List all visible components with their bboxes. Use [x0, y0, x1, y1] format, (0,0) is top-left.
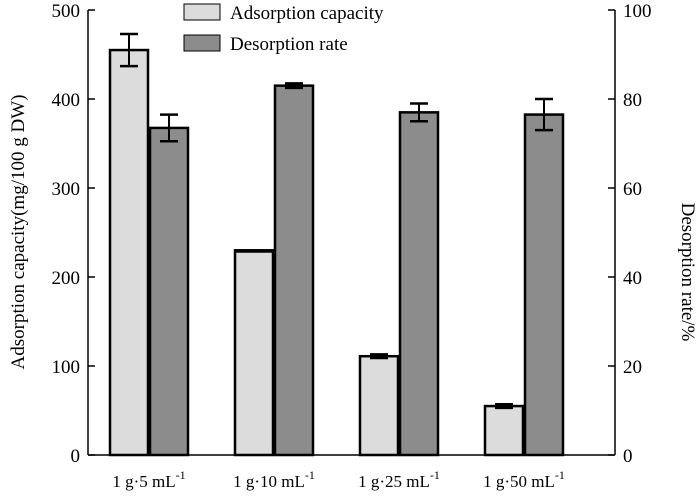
category-label: 1 g·10 mL-1 [233, 468, 315, 491]
bars-group [108, 32, 565, 457]
right-tick-label: 60 [623, 179, 642, 200]
left-tick-label: 0 [71, 446, 81, 467]
right-tick-label: 80 [623, 90, 642, 111]
category-labels: 1 g·5 mL-1 1 g·10 mL-1 1 g·25 mL-1 1 g·50 m… [112, 468, 565, 491]
right-tick-label: 20 [623, 357, 642, 378]
category-label: 1 g·50 mL-1 [483, 468, 565, 491]
right-tick-label: 100 [623, 1, 652, 22]
right-axis-ticks: 0 20 40 60 80 100 [608, 1, 652, 467]
left-tick-label: 200 [52, 268, 81, 289]
left-tick-label: 500 [52, 1, 81, 22]
left-tick-label: 300 [52, 179, 81, 200]
bar-adsorption-capacity [358, 354, 400, 457]
right-axis-title: Desorption rate/% [677, 203, 698, 342]
legend-label-desorption: Desorption rate [230, 34, 348, 55]
left-axis-title: Adsorption capacity(mg/100 g DW) [8, 95, 29, 370]
left-tick-label: 400 [52, 90, 81, 111]
legend-swatch-adsorption [183, 3, 221, 21]
legend: Adsorption capacity Desorption rate [183, 3, 384, 55]
right-tick-label: 0 [623, 446, 633, 467]
bar-adsorption-capacity [233, 249, 275, 457]
legend-label-adsorption: Adsorption capacity [230, 3, 384, 24]
category-label: 1 g·5 mL-1 [112, 468, 185, 491]
bar-desorption-rate [273, 84, 315, 457]
left-axis-ticks: 0 100 200 300 400 500 [52, 1, 95, 467]
legend-swatch-desorption [183, 34, 221, 52]
bar-desorption-rate [523, 113, 565, 457]
bar-adsorption-capacity [108, 48, 150, 457]
bar-desorption-rate [398, 111, 440, 457]
right-tick-label: 40 [623, 268, 642, 289]
bar-desorption-rate [148, 126, 190, 457]
category-label: 1 g·25 mL-1 [358, 468, 440, 491]
left-tick-label: 100 [52, 357, 81, 378]
bar-adsorption-capacity [483, 404, 525, 457]
